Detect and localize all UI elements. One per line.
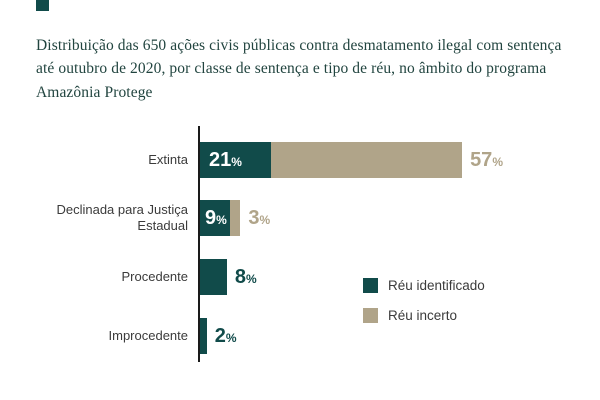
legend: Réu identificado Réu incerto <box>363 278 485 338</box>
value-label-declinada-identificado: 9% <box>205 206 227 229</box>
category-label-procedente: Procedente <box>121 269 189 284</box>
bar-row-improcedente: 2% <box>200 318 237 354</box>
bar-extinta-reu-incerto <box>270 142 463 178</box>
bar-extinta-reu-identificado: 21% <box>200 142 271 178</box>
category-label-extinta: Extinta <box>148 152 188 167</box>
bar-declinada-reu-identificado: 9% <box>200 200 231 236</box>
legend-item-reu-incerto: Réu incerto <box>363 308 485 323</box>
value-label-procedente: 8% <box>234 265 257 288</box>
value-label-extinta-identificado: 21% <box>209 148 242 171</box>
category-label-declinada: Declinada para Justiça Estadual <box>56 202 188 233</box>
brand-accent-square <box>36 0 49 11</box>
legend-item-reu-identificado: Réu identificado <box>363 278 485 293</box>
value-label-declinada-incerto: 3% <box>248 206 271 229</box>
bar-declinada-reu-incerto <box>230 200 241 236</box>
value-label-extinta-incerto: 57% <box>470 148 503 171</box>
legend-label-identificado: Réu identificado <box>388 278 485 293</box>
bar-row-procedente: 8% <box>200 259 257 295</box>
bar-procedente-reu-identificado <box>200 259 227 295</box>
bar-improcedente-reu-identificado <box>200 318 207 354</box>
y-axis-line <box>198 126 200 362</box>
value-label-improcedente: 2% <box>214 324 237 347</box>
legend-label-incerto: Réu incerto <box>388 308 458 323</box>
legend-swatch-identificado <box>363 278 378 293</box>
bar-row-extinta: 21% 57% <box>200 142 503 178</box>
legend-swatch-incerto <box>363 308 378 323</box>
chart-title: Distribuição das 650 ações civis pública… <box>36 37 562 101</box>
category-label-improcedente: Improcedente <box>108 328 189 343</box>
bar-row-declinada: 9% 3% <box>200 200 270 236</box>
